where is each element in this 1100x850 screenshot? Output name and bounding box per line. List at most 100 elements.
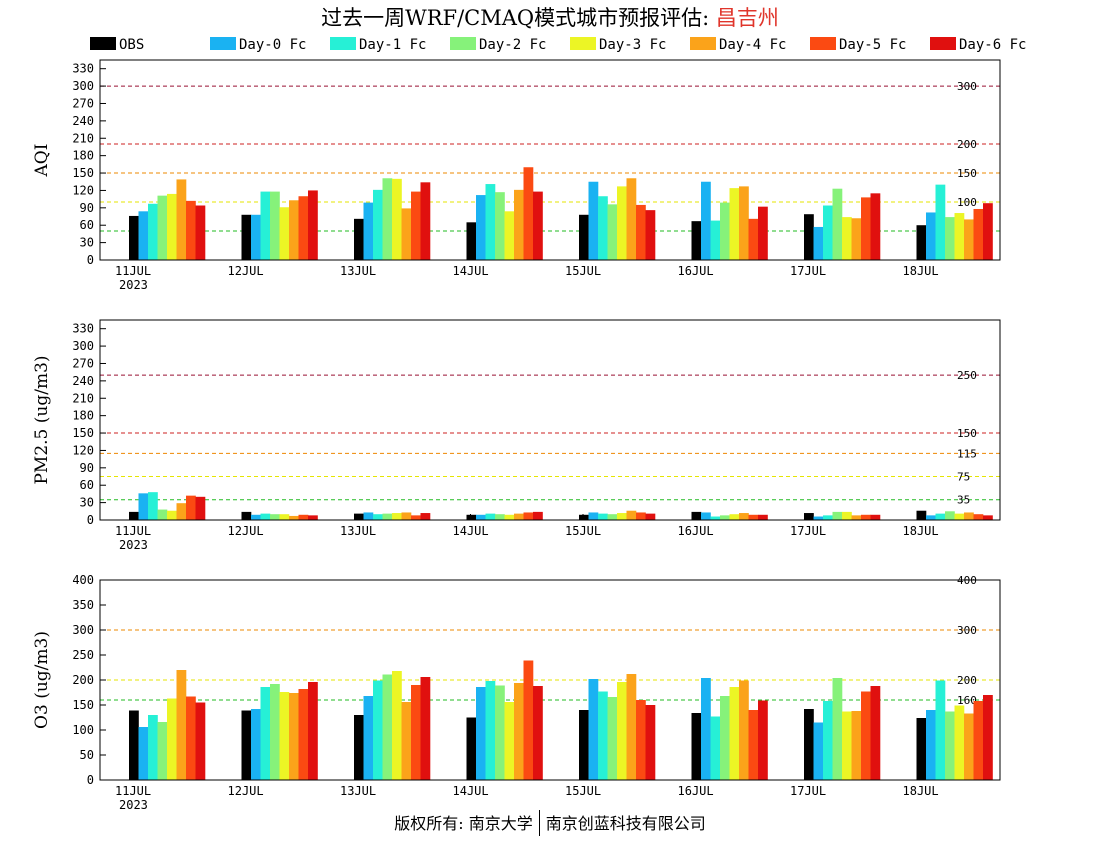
bar	[964, 219, 974, 260]
bar	[701, 512, 711, 520]
bar	[720, 515, 730, 520]
bar	[354, 218, 364, 260]
bar	[289, 200, 299, 260]
bar	[251, 709, 261, 780]
bar	[176, 670, 187, 780]
y-tick-label: 60	[80, 478, 94, 492]
legend-item: Day-4 Fc	[690, 37, 786, 53]
legend-item: Day-3 Fc	[570, 37, 666, 53]
bar	[466, 222, 477, 260]
bar	[514, 189, 524, 260]
bar	[279, 514, 290, 520]
bar	[916, 225, 927, 260]
y-tick-label: 30	[80, 496, 94, 510]
bar	[373, 680, 383, 780]
x-tick-label: 16JUL	[678, 784, 714, 798]
x-tick-label: 17JUL	[790, 524, 826, 538]
bar	[195, 496, 206, 520]
bar	[842, 217, 852, 260]
x-tick-label: 13JUL	[340, 264, 376, 278]
legend-swatch	[330, 37, 356, 50]
legend-item: Day-2 Fc	[450, 37, 546, 53]
bar	[973, 514, 984, 520]
bar	[289, 693, 299, 780]
bar	[645, 705, 656, 780]
bar	[411, 515, 421, 520]
bar	[813, 226, 824, 260]
bar	[260, 191, 271, 260]
bar	[129, 215, 139, 260]
bar	[626, 674, 637, 780]
bar	[851, 711, 862, 780]
legend-label: Day-0 Fc	[239, 37, 306, 53]
x-tick-label: 12JUL	[228, 264, 264, 278]
bar	[392, 513, 402, 520]
bar	[195, 702, 206, 780]
bar	[964, 512, 974, 520]
bar	[804, 513, 814, 520]
bar	[251, 514, 261, 520]
bar	[954, 705, 965, 780]
bar	[710, 716, 721, 780]
bar	[945, 217, 955, 260]
bar	[720, 202, 730, 260]
y-tick-label: 90	[80, 461, 94, 475]
y-tick-label: 180	[72, 149, 94, 163]
bar	[523, 167, 534, 260]
legend-swatch	[930, 37, 956, 50]
bar	[270, 514, 280, 520]
bar	[804, 709, 814, 780]
y-tick-label: 240	[72, 114, 94, 128]
bar	[729, 514, 740, 520]
bar	[945, 711, 955, 780]
page-title: 过去一周WRF/CMAQ模式城市预报评估: 昌吉州	[0, 2, 1100, 32]
chart-panel: 5010015020030003060901201501802102402703…	[32, 59, 1001, 292]
bar	[382, 513, 393, 520]
bar	[870, 193, 881, 260]
bar	[270, 684, 280, 780]
bar	[983, 203, 993, 260]
bar	[926, 212, 936, 260]
bar	[748, 514, 759, 520]
legend-item: Day-0 Fc	[210, 37, 306, 53]
bar	[420, 677, 431, 780]
x-tick-sublabel: 2023	[119, 278, 148, 292]
bar	[298, 196, 309, 260]
bar	[186, 696, 196, 780]
bar	[392, 178, 402, 260]
bar	[476, 514, 486, 520]
bar	[710, 220, 721, 260]
bar	[514, 513, 524, 520]
bar	[186, 495, 196, 520]
bar	[954, 213, 965, 260]
bar	[167, 698, 177, 780]
bar	[748, 218, 759, 260]
bar	[935, 680, 946, 780]
bar	[533, 511, 543, 520]
bar	[842, 711, 852, 780]
reference-line-label: 200	[957, 138, 977, 151]
y-tick-label: 250	[72, 648, 94, 662]
bar	[813, 516, 824, 520]
bar	[636, 512, 646, 520]
bar	[748, 710, 759, 780]
bar	[420, 182, 431, 260]
bar	[279, 207, 290, 260]
footer-left: 版权所有: 南京大学	[394, 814, 533, 833]
bar	[195, 205, 206, 260]
bar	[298, 689, 309, 780]
bar	[823, 515, 833, 520]
footer-right: 南京创蓝科技有限公司	[545, 814, 706, 833]
title-prefix: 过去一周WRF/CMAQ模式城市预报评估:	[321, 6, 716, 30]
x-tick-label: 15JUL	[565, 264, 601, 278]
y-tick-label: 30	[80, 236, 94, 250]
x-tick-label: 11JUL	[115, 784, 151, 798]
bar	[270, 191, 280, 260]
bar	[861, 197, 871, 260]
bar	[167, 193, 177, 260]
bar	[617, 186, 627, 260]
bar	[148, 203, 158, 260]
reference-line-label: 150	[957, 427, 977, 440]
y-tick-label: 300	[72, 623, 94, 637]
bar	[617, 682, 627, 780]
